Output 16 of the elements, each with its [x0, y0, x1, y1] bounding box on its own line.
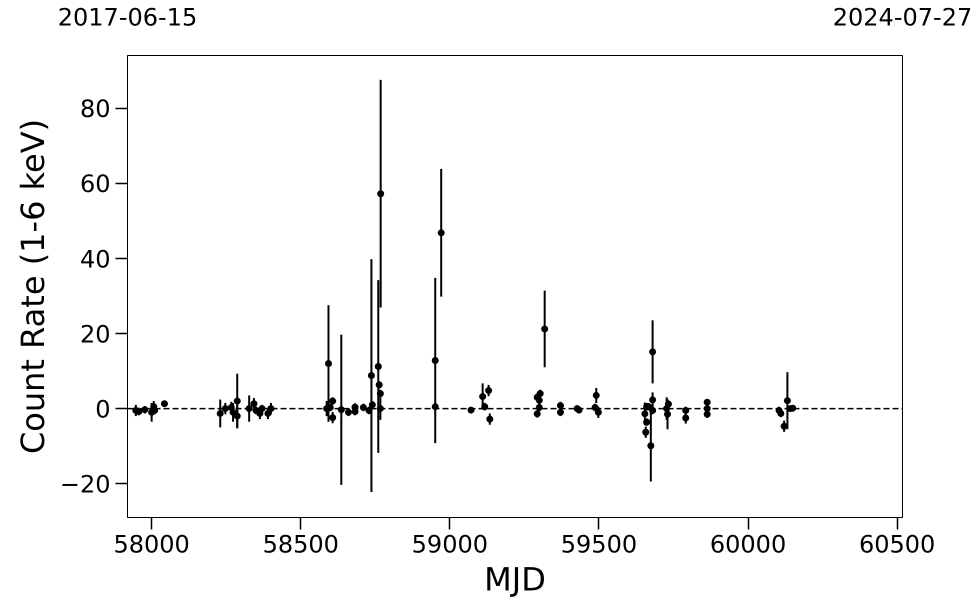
x-tick-label: 60000 [710, 530, 786, 558]
x-tick-label: 58500 [262, 530, 339, 558]
y-tick-label: 0 [95, 396, 111, 424]
y-tick-label: −20 [60, 470, 111, 499]
x-tick-label: 59500 [560, 530, 638, 558]
x-tick-label: 60500 [858, 530, 936, 558]
x2-tick-label: 2017-06-15 [58, 4, 198, 32]
y-tick-label: 80 [80, 95, 111, 124]
x-tick-label: 58000 [113, 530, 190, 558]
x-tick-label: 59000 [412, 530, 488, 558]
y-tick-label: 20 [80, 320, 111, 348]
y-tick-label: 60 [80, 170, 111, 198]
x-axis-title: MJD [484, 560, 546, 598]
x2-tick-label: 2024-07-27 [832, 4, 972, 32]
y-axis-title: Count Rate (1-6 keV) [14, 118, 52, 454]
y-tick-label: 40 [80, 245, 111, 274]
